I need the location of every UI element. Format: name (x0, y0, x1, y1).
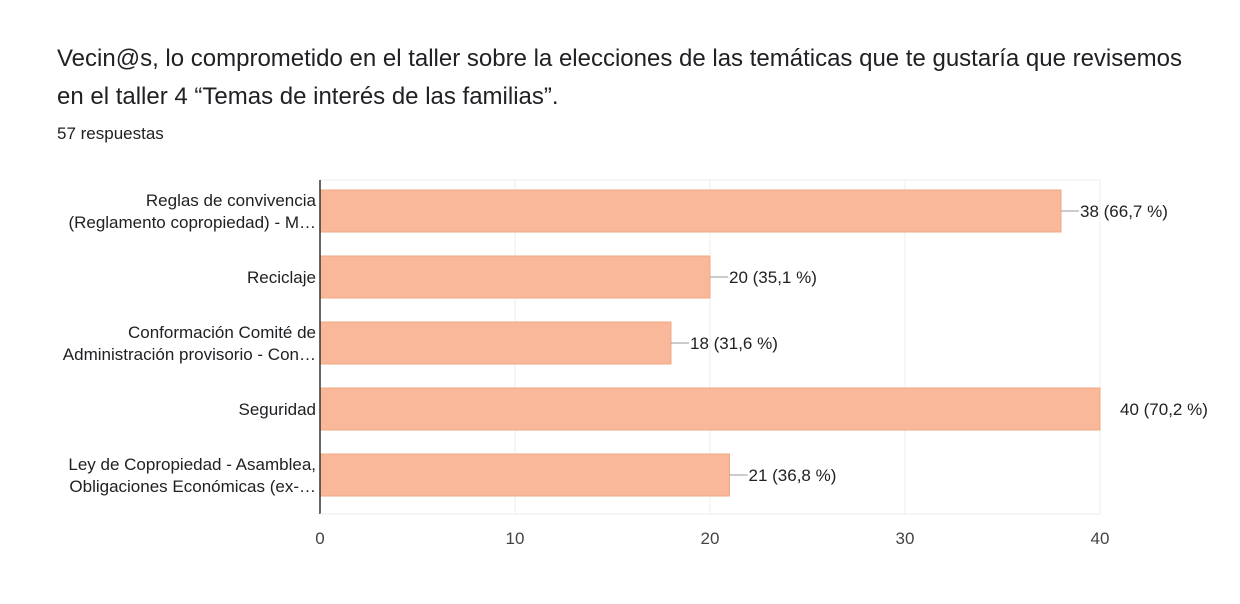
category-label: Ley de Copropiedad - Asamblea, Obligacion… (68, 455, 316, 496)
bar (319, 189, 1062, 233)
bar (319, 387, 1101, 431)
data-label: 20 (35,1 %) (729, 268, 817, 287)
category-label-line: Ley de Copropiedad - Asamblea, (68, 455, 316, 474)
data-label: 40 (70,2 %) (1120, 400, 1208, 419)
x-tick-label: 10 (506, 529, 525, 548)
category-label-line: (Reglamento copropiedad) - M… (68, 213, 316, 232)
category-label: Conformación Comité de Administración pro… (63, 323, 316, 364)
labels: 0 10 20 30 40 38 (66,7 %) Reglas de convivenci… (63, 191, 1208, 548)
x-tick-label: 40 (1091, 529, 1110, 548)
category-label-line: Conformación Comité de (128, 323, 316, 342)
bars (319, 189, 1101, 497)
bar (319, 321, 672, 365)
category-label-line: Seguridad (238, 400, 316, 419)
axes (319, 180, 1100, 515)
category-label-line: Reglas de convivencia (146, 191, 317, 210)
response-count: 57 respuestas (57, 124, 164, 143)
x-tick-label: 20 (701, 529, 720, 548)
bar (319, 453, 730, 497)
category-label-line: Administración provisorio - Con… (63, 345, 316, 364)
category-label: Reglas de convivencia (Reglamento copropi… (68, 191, 316, 232)
question-title: Vecin@s, lo comprometido en el taller so… (57, 45, 1182, 110)
category-label-line: Reciclaje (247, 268, 316, 287)
data-label: 38 (66,7 %) (1080, 202, 1168, 221)
data-label: 21 (36,8 %) (749, 466, 837, 485)
data-label: 18 (31,6 %) (690, 334, 778, 353)
x-tick-label: 0 (315, 529, 324, 548)
category-label: Reciclaje (247, 268, 316, 287)
category-label-line: Obligaciones Económicas (ex-… (69, 477, 316, 496)
x-tick-label: 30 (896, 529, 915, 548)
bar (319, 255, 711, 299)
category-label: Seguridad (238, 400, 316, 419)
